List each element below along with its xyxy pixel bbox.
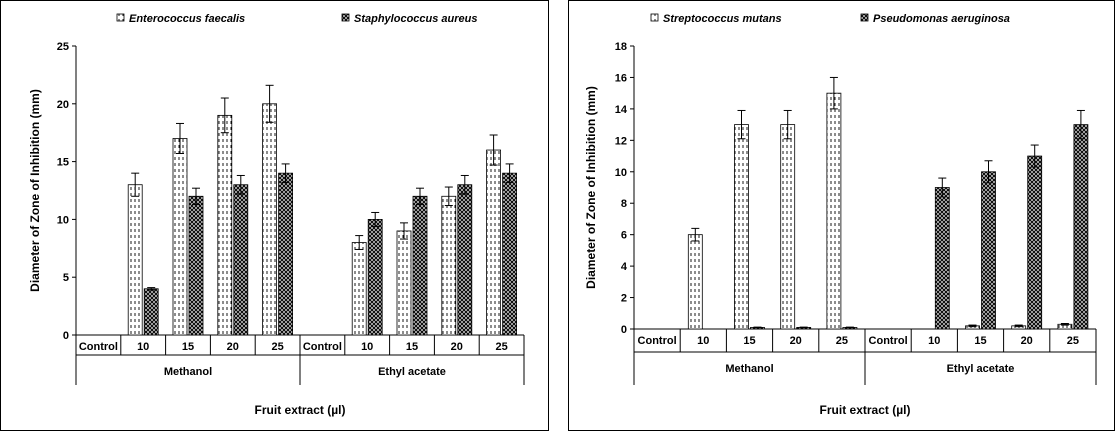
legend-label: Enterococcus faecalis — [129, 13, 245, 25]
x-category-label: 10 — [928, 335, 940, 347]
x-category-label: 20 — [227, 341, 239, 353]
bar — [262, 103, 278, 336]
bar — [233, 184, 249, 336]
bar — [396, 230, 412, 336]
y-tick-label: 12 — [615, 135, 627, 147]
bar — [367, 218, 383, 336]
x-category-label: 15 — [182, 341, 194, 353]
legend-swatch — [341, 13, 350, 22]
bar — [1027, 155, 1043, 330]
y-tick-label: 25 — [57, 41, 69, 53]
y-tick-label: 18 — [615, 41, 627, 53]
y-tick-label: 15 — [57, 157, 69, 169]
x-category-label: 25 — [271, 341, 283, 353]
x-category-label: Control — [869, 335, 908, 347]
x-category-label: Control — [303, 341, 342, 353]
x-category-label: 10 — [697, 335, 709, 347]
x-group-label: Methanol — [725, 363, 773, 375]
bar — [412, 195, 428, 336]
x-category-label: 10 — [361, 341, 373, 353]
legend-swatch — [116, 13, 125, 22]
x-group-label: Ethyl acetate — [378, 366, 446, 378]
y-tick-label: 0 — [621, 324, 627, 336]
y-tick-label: 0 — [63, 330, 69, 342]
bar — [780, 124, 796, 330]
y-tick-label: 10 — [615, 167, 627, 179]
x-category-label: 25 — [836, 335, 848, 347]
x-axis-label: Fruit extract (µl) — [820, 403, 911, 417]
legend-swatch — [860, 13, 869, 22]
legend: Streptococcus mutans Pseudomonas aerugino… — [650, 13, 1010, 25]
y-axis-label: Diameter of Zone of Inhibition (mm) — [584, 86, 598, 289]
y-tick-label: 8 — [621, 198, 627, 210]
x-category-label: 10 — [137, 341, 149, 353]
chart-left: Enterococcus faecalis Staphylococcus aure… — [28, 13, 525, 417]
y-tick-label: 10 — [57, 214, 69, 226]
bar — [441, 195, 457, 336]
bar — [687, 234, 703, 330]
y-tick-label: 5 — [63, 272, 69, 284]
x-category-label: Control — [638, 335, 677, 347]
bar — [826, 92, 842, 330]
bar — [457, 184, 473, 336]
legend: Enterococcus faecalis Staphylococcus aure… — [116, 13, 478, 25]
x-category-label: 20 — [451, 341, 463, 353]
y-tick-label: 16 — [615, 72, 627, 84]
bar — [143, 288, 159, 336]
bar — [127, 184, 143, 336]
legend-label: Streptococcus mutans — [663, 13, 782, 25]
bar — [934, 187, 950, 330]
x-category-label: Control — [79, 341, 118, 353]
x-category-label: 15 — [406, 341, 418, 353]
bar — [981, 171, 996, 330]
legend-label: Staphylococcus aureus — [354, 13, 478, 25]
bar — [351, 242, 367, 336]
x-group-label: Ethyl acetate — [947, 363, 1015, 375]
y-tick-label: 6 — [621, 230, 627, 242]
chart-panel-left: Enterococcus faecalis Staphylococcus aure… — [0, 0, 549, 431]
x-axis-label: Fruit extract (µl) — [255, 403, 346, 417]
bar — [734, 124, 749, 330]
y-tick-label: 4 — [621, 261, 628, 273]
x-category-label: 20 — [790, 335, 802, 347]
y-tick-label: 20 — [57, 99, 69, 111]
y-axis-label: Diameter of Zone of Inhibition (mm) — [28, 89, 42, 292]
bar — [486, 149, 502, 336]
bar — [278, 172, 294, 336]
chart-right: Streptococcus mutans Pseudomonas aerugino… — [584, 13, 1097, 417]
y-tick-label: 2 — [621, 293, 627, 305]
x-category-label: 20 — [1021, 335, 1033, 347]
legend-label: Pseudomonas aeruginosa — [873, 13, 1010, 25]
legend-swatch — [650, 13, 659, 22]
y-tick-label: 14 — [615, 104, 628, 116]
bar — [1073, 124, 1089, 330]
bar — [217, 114, 233, 336]
bar — [188, 195, 204, 336]
x-category-label: 25 — [1067, 335, 1079, 347]
x-category-label: 15 — [743, 335, 755, 347]
bar — [502, 172, 518, 336]
x-category-label: 15 — [974, 335, 986, 347]
bar — [172, 138, 188, 336]
x-category-label: 25 — [495, 341, 507, 353]
x-group-label: Methanol — [164, 366, 212, 378]
chart-panel-right: Streptococcus mutans Pseudomonas aerugino… — [568, 0, 1115, 431]
